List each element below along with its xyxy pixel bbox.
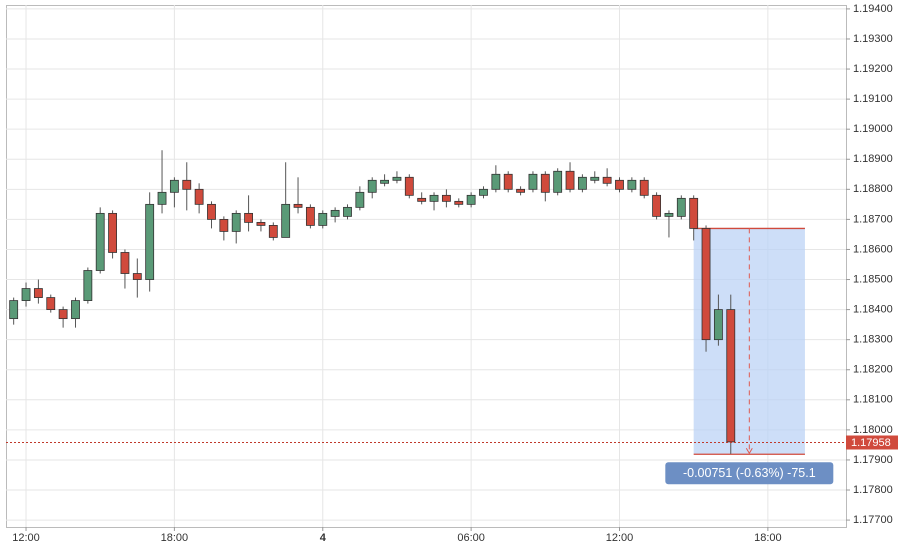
candle-body bbox=[145, 203, 155, 280]
candle-body bbox=[528, 173, 538, 190]
candle-body bbox=[466, 194, 476, 205]
candle-body bbox=[169, 179, 179, 193]
y-tick-label: 1.18300 bbox=[853, 334, 893, 346]
candle-body bbox=[355, 191, 365, 208]
candle-body bbox=[602, 176, 612, 184]
candle-body bbox=[194, 188, 204, 205]
candle-body bbox=[639, 179, 649, 196]
candle-body bbox=[652, 194, 662, 217]
y-tick-label: 1.18900 bbox=[853, 153, 893, 165]
y-tick-label: 1.19200 bbox=[853, 63, 893, 75]
candle-body bbox=[627, 179, 637, 190]
y-tick-label: 1.19300 bbox=[853, 33, 893, 45]
candle-body bbox=[293, 203, 303, 208]
candle-body bbox=[516, 188, 526, 193]
candle-body bbox=[577, 176, 587, 190]
x-tick-label: 18:00 bbox=[754, 532, 782, 544]
measure-label-box bbox=[665, 462, 834, 485]
x-tick-label: 12:00 bbox=[606, 532, 634, 544]
y-tick-label: 1.19100 bbox=[853, 93, 893, 105]
candle-body bbox=[726, 309, 736, 443]
candle-body bbox=[417, 197, 427, 202]
candle-body bbox=[33, 288, 43, 298]
candle-body bbox=[380, 179, 389, 184]
candle-body bbox=[71, 300, 80, 320]
candle-body bbox=[540, 173, 550, 193]
candle-body bbox=[590, 176, 600, 181]
x-tick-label: 18:00 bbox=[161, 532, 189, 544]
candle-body bbox=[83, 270, 93, 301]
y-tick-label: 1.18000 bbox=[853, 424, 893, 436]
candle-body bbox=[58, 309, 68, 320]
candle-body bbox=[713, 309, 723, 341]
candle-body bbox=[441, 194, 451, 202]
candle-body bbox=[182, 179, 192, 190]
candle-body bbox=[21, 288, 31, 301]
y-tick-label: 1.18200 bbox=[853, 364, 893, 376]
measure-label: -0.00751 (-0.63%) -75.1 bbox=[683, 466, 816, 480]
candle-body bbox=[615, 179, 624, 190]
measure-label-group: -0.00751 (-0.63%) -75.1 bbox=[665, 462, 834, 485]
y-tick-label: 1.17700 bbox=[853, 514, 893, 526]
y-tick-label: 1.18400 bbox=[853, 304, 893, 316]
y-tick-label: 1.18700 bbox=[853, 213, 893, 225]
y-tick-label: 1.18600 bbox=[853, 243, 893, 255]
candle-body bbox=[701, 228, 711, 341]
last-price-box bbox=[846, 435, 898, 450]
x-tick-label: 12:00 bbox=[12, 532, 40, 544]
y-tick-label: 1.19000 bbox=[853, 123, 893, 135]
candle-body bbox=[132, 273, 142, 280]
candle-body bbox=[108, 212, 117, 253]
candle-body bbox=[256, 221, 266, 226]
candle-body bbox=[207, 203, 216, 220]
candle-body bbox=[219, 218, 229, 232]
candle-body bbox=[95, 212, 105, 271]
candle-body bbox=[479, 188, 488, 196]
y-tick-label: 1.17800 bbox=[853, 484, 893, 496]
candle-body bbox=[9, 300, 19, 320]
candle-body bbox=[404, 176, 414, 196]
candle-body bbox=[343, 206, 352, 217]
y-tick-label: 1.17900 bbox=[853, 454, 893, 466]
candle-body bbox=[231, 212, 241, 232]
candle-body bbox=[46, 297, 56, 311]
y-tick-label: 1.18500 bbox=[853, 273, 893, 285]
candle-body bbox=[330, 209, 340, 217]
last-price-label: 1.17958 bbox=[851, 437, 891, 449]
y-tick-label: 1.18800 bbox=[853, 183, 893, 195]
y-tick-label: 1.19400 bbox=[853, 3, 893, 15]
candle-body bbox=[491, 173, 501, 190]
candle-body bbox=[676, 197, 686, 217]
candle-body bbox=[157, 191, 167, 205]
candle-body bbox=[281, 203, 291, 238]
x-tick-label: 4 bbox=[320, 532, 327, 544]
x-tick-label: 06:00 bbox=[457, 532, 485, 544]
candle-body bbox=[392, 176, 402, 181]
candle-body bbox=[244, 212, 253, 223]
candle-body bbox=[367, 179, 377, 193]
candle-body bbox=[689, 197, 699, 229]
y-tick-label: 1.18100 bbox=[853, 394, 893, 406]
candle-body bbox=[565, 170, 575, 190]
candle-body bbox=[454, 200, 464, 205]
candle-body bbox=[664, 212, 674, 217]
candle-body bbox=[503, 173, 513, 190]
candle-body bbox=[305, 206, 315, 226]
candle-body bbox=[120, 252, 130, 274]
candle-body bbox=[429, 194, 439, 202]
candle-body bbox=[553, 170, 563, 193]
candle-body bbox=[268, 225, 278, 238]
measure-arrow-head bbox=[745, 447, 753, 455]
candle-body bbox=[318, 212, 328, 226]
